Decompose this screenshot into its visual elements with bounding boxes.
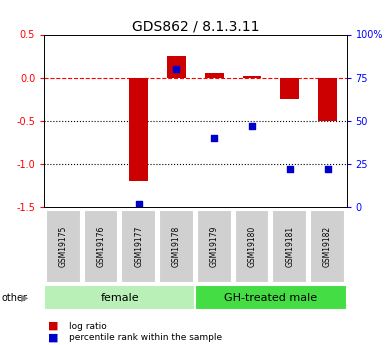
- Bar: [243, 76, 261, 78]
- Point: [287, 166, 293, 172]
- Bar: [273, 210, 307, 283]
- Bar: [121, 210, 156, 283]
- Bar: [235, 210, 270, 283]
- Text: ▶: ▶: [20, 293, 28, 303]
- Title: GDS862 / 8.1.3.11: GDS862 / 8.1.3.11: [132, 19, 259, 33]
- Text: GSM19175: GSM19175: [59, 226, 68, 267]
- Text: GSM19176: GSM19176: [96, 226, 105, 267]
- Point: [249, 123, 255, 129]
- Point: [136, 201, 142, 206]
- Text: GSM19181: GSM19181: [285, 226, 295, 267]
- Bar: [318, 78, 337, 121]
- Bar: [84, 210, 118, 283]
- Text: female: female: [100, 293, 139, 303]
- Bar: [159, 210, 194, 283]
- Point: [211, 135, 218, 141]
- Bar: [167, 56, 186, 78]
- Text: ■: ■: [48, 321, 59, 331]
- Bar: [310, 210, 345, 283]
- Bar: [196, 285, 346, 310]
- Text: percentile rank within the sample: percentile rank within the sample: [69, 333, 223, 342]
- Bar: [129, 78, 148, 181]
- Text: GSM19179: GSM19179: [210, 226, 219, 267]
- Point: [173, 66, 179, 72]
- Bar: [44, 285, 196, 310]
- Text: GSM19178: GSM19178: [172, 226, 181, 267]
- Bar: [46, 210, 80, 283]
- Text: GSM19177: GSM19177: [134, 226, 143, 267]
- Point: [325, 166, 331, 172]
- Text: other: other: [2, 293, 28, 303]
- Bar: [280, 78, 299, 99]
- Bar: [197, 210, 232, 283]
- Text: ■: ■: [48, 333, 59, 342]
- Text: GSM19182: GSM19182: [323, 226, 332, 267]
- Text: GH-treated male: GH-treated male: [224, 293, 318, 303]
- Text: log ratio: log ratio: [69, 322, 107, 331]
- Text: GSM19180: GSM19180: [248, 226, 256, 267]
- Bar: [205, 73, 224, 78]
